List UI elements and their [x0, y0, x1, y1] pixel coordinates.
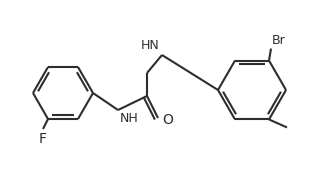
Text: NH: NH [120, 112, 139, 125]
Text: O: O [162, 113, 173, 127]
Text: F: F [39, 132, 47, 146]
Text: Br: Br [272, 34, 286, 47]
Text: HN: HN [140, 39, 159, 52]
